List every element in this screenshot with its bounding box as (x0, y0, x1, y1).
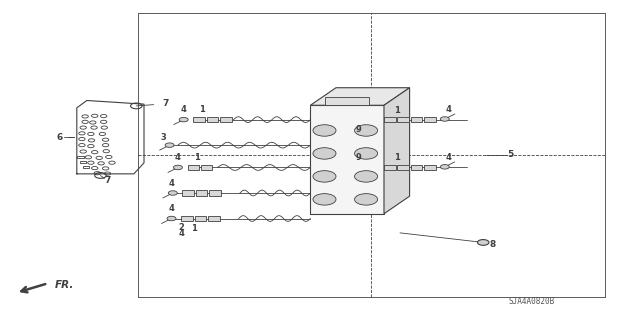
Text: 1: 1 (394, 106, 400, 115)
Circle shape (440, 165, 449, 169)
Bar (80, 161, 86, 163)
Text: 4: 4 (175, 153, 181, 162)
Circle shape (179, 117, 188, 122)
Bar (397, 165, 409, 170)
Text: 7: 7 (104, 176, 111, 185)
Circle shape (440, 117, 449, 121)
Bar (182, 190, 194, 196)
Bar (188, 165, 199, 170)
Text: 1: 1 (194, 153, 200, 162)
Text: 4: 4 (178, 229, 184, 238)
Bar (424, 165, 436, 170)
Text: 4: 4 (445, 105, 451, 114)
Text: 4: 4 (180, 105, 187, 114)
Bar (77, 156, 84, 158)
Circle shape (355, 171, 378, 182)
Bar (411, 165, 422, 170)
Text: 7: 7 (162, 99, 168, 108)
Bar (384, 165, 396, 170)
Text: 3: 3 (161, 133, 166, 142)
Bar (310, 105, 384, 214)
Polygon shape (384, 88, 410, 214)
Bar (201, 165, 212, 170)
Bar (196, 190, 207, 196)
Circle shape (313, 148, 336, 159)
Bar (181, 216, 193, 221)
Circle shape (355, 194, 378, 205)
Text: 1: 1 (198, 105, 205, 114)
Text: 9: 9 (356, 153, 361, 162)
Bar (208, 216, 220, 221)
Bar (411, 117, 422, 122)
Bar (424, 117, 436, 122)
Circle shape (477, 240, 489, 245)
Text: FR.: FR. (54, 279, 74, 290)
Bar (209, 190, 221, 196)
Circle shape (313, 125, 336, 136)
Circle shape (173, 165, 182, 170)
Text: 1: 1 (394, 153, 400, 162)
Circle shape (165, 143, 174, 147)
Polygon shape (325, 97, 369, 105)
Bar (207, 117, 218, 122)
Text: 9: 9 (356, 125, 361, 134)
Polygon shape (310, 88, 410, 105)
Text: SJA4A0820B: SJA4A0820B (508, 297, 554, 306)
Text: 2: 2 (178, 223, 184, 232)
Circle shape (355, 148, 378, 159)
Text: 4: 4 (168, 179, 175, 188)
Text: 4: 4 (445, 153, 451, 162)
Bar (193, 117, 205, 122)
Circle shape (313, 171, 336, 182)
Circle shape (355, 125, 378, 136)
Text: 4: 4 (168, 204, 175, 213)
Text: 1: 1 (191, 224, 197, 233)
Circle shape (167, 216, 176, 221)
Text: 8: 8 (490, 240, 496, 249)
Bar (384, 117, 396, 122)
Circle shape (168, 191, 177, 195)
Bar (83, 166, 89, 168)
Bar (397, 117, 409, 122)
Bar (195, 216, 206, 221)
Circle shape (313, 194, 336, 205)
Text: 6: 6 (56, 133, 63, 142)
Text: 5: 5 (507, 150, 513, 159)
Bar (220, 117, 232, 122)
